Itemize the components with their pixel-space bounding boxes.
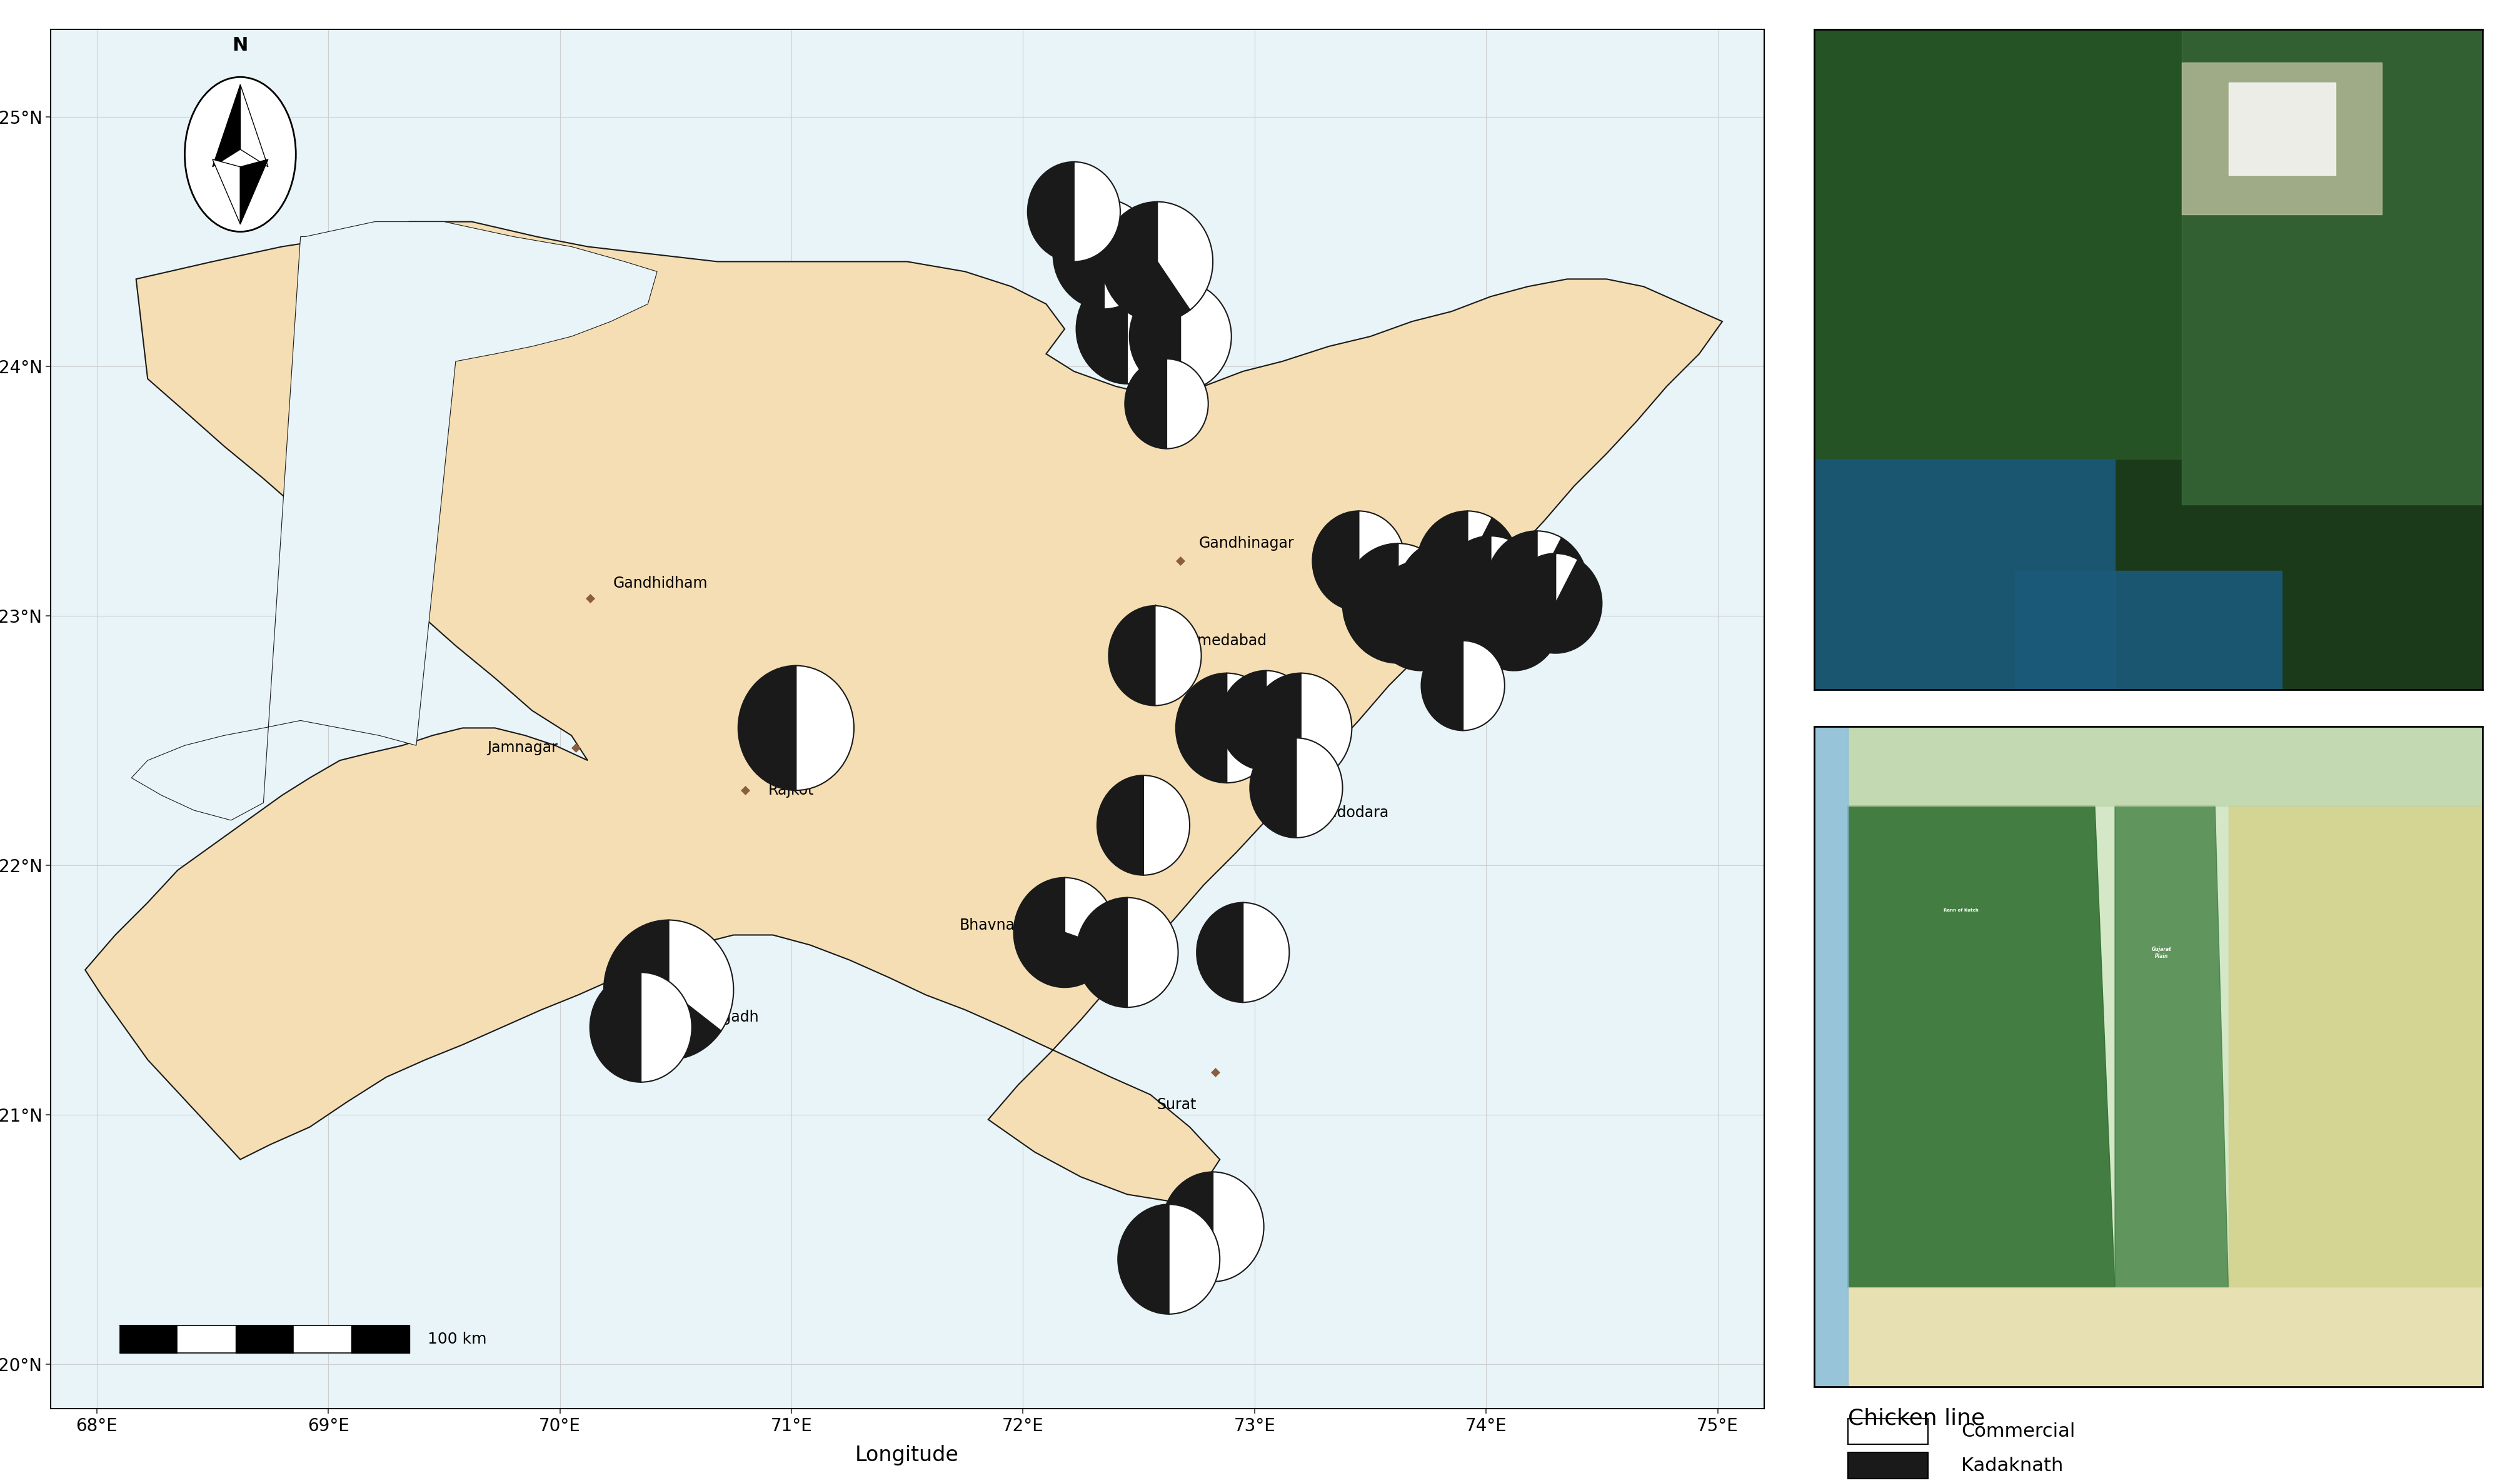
Text: 100 km: 100 km [428, 1332, 486, 1347]
Wedge shape [1197, 903, 1242, 1003]
Wedge shape [1169, 1204, 1220, 1314]
Wedge shape [1487, 531, 1588, 641]
Text: Bhavnagar: Bhavnagar [960, 918, 1038, 933]
Bar [1847, 1419, 1928, 1444]
Wedge shape [1464, 641, 1504, 731]
Text: N: N [232, 37, 247, 55]
Wedge shape [1227, 673, 1278, 783]
Wedge shape [1439, 535, 1542, 645]
Polygon shape [2114, 805, 2228, 1287]
Wedge shape [640, 973, 693, 1083]
Wedge shape [1104, 199, 1154, 308]
Wedge shape [1129, 282, 1179, 392]
Wedge shape [605, 919, 721, 1060]
Wedge shape [1515, 571, 1537, 621]
Wedge shape [1126, 274, 1179, 384]
Polygon shape [2228, 805, 2482, 1287]
Wedge shape [1537, 531, 1562, 586]
Text: Anand: Anand [1268, 743, 1315, 758]
Text: Gandhidham: Gandhidham [612, 575, 708, 590]
Text: Commercial: Commercial [1961, 1422, 2076, 1440]
Text: Chicken line: Chicken line [1847, 1407, 1986, 1428]
X-axis label: Longitude: Longitude [854, 1444, 960, 1465]
Text: Junagadh: Junagadh [690, 1010, 759, 1025]
Wedge shape [590, 973, 640, 1083]
Text: Vadodara: Vadodara [1320, 805, 1389, 820]
Wedge shape [796, 666, 854, 790]
Polygon shape [86, 221, 1721, 1201]
Wedge shape [1265, 670, 1313, 770]
Wedge shape [738, 666, 796, 790]
Wedge shape [1492, 535, 1515, 590]
Wedge shape [1250, 739, 1295, 838]
Wedge shape [1343, 543, 1454, 663]
Wedge shape [1028, 162, 1074, 261]
Ellipse shape [184, 77, 295, 231]
Polygon shape [1814, 727, 1847, 1387]
Wedge shape [1250, 673, 1300, 783]
Polygon shape [239, 159, 267, 224]
Wedge shape [1555, 553, 1578, 604]
Wedge shape [1109, 605, 1154, 706]
Wedge shape [1220, 670, 1265, 770]
Wedge shape [1212, 1172, 1265, 1281]
Text: Gandhinagar: Gandhinagar [1200, 535, 1295, 550]
Wedge shape [1444, 541, 1467, 590]
Wedge shape [1313, 512, 1358, 611]
Wedge shape [1101, 202, 1189, 322]
Text: Kadaknath: Kadaknath [1961, 1456, 2064, 1474]
Wedge shape [1167, 359, 1207, 449]
Wedge shape [1119, 1204, 1169, 1314]
Text: Surat: Surat [1157, 1097, 1197, 1112]
Wedge shape [1467, 571, 1560, 670]
Wedge shape [1013, 878, 1114, 988]
Polygon shape [212, 159, 239, 224]
Wedge shape [1076, 897, 1126, 1007]
Wedge shape [1126, 897, 1179, 1007]
Wedge shape [668, 919, 733, 1031]
Wedge shape [1076, 274, 1126, 384]
Polygon shape [131, 221, 658, 820]
Wedge shape [1295, 739, 1343, 838]
Polygon shape [1847, 1287, 2482, 1387]
Polygon shape [239, 85, 267, 166]
Wedge shape [1300, 673, 1351, 783]
Wedge shape [1467, 512, 1492, 567]
Wedge shape [1242, 903, 1290, 1003]
Wedge shape [1421, 641, 1464, 731]
Wedge shape [1421, 561, 1446, 615]
Wedge shape [1179, 282, 1232, 392]
Wedge shape [1157, 202, 1212, 310]
Text: Gujarat
Plain: Gujarat Plain [2152, 946, 2172, 960]
Wedge shape [1096, 776, 1144, 875]
Wedge shape [1063, 878, 1116, 949]
Wedge shape [1177, 673, 1227, 783]
Text: Jamnagar: Jamnagar [486, 740, 557, 755]
Wedge shape [1074, 162, 1121, 261]
Wedge shape [1416, 512, 1520, 621]
Text: Ahmedabad: Ahmedabad [1179, 633, 1268, 648]
Wedge shape [1124, 359, 1167, 449]
Wedge shape [1358, 512, 1406, 611]
Wedge shape [1154, 605, 1202, 706]
Wedge shape [1399, 543, 1424, 604]
Wedge shape [1144, 776, 1189, 875]
Polygon shape [1847, 805, 2114, 1287]
Text: Rann of Kutch: Rann of Kutch [1943, 908, 1978, 912]
Bar [1847, 1453, 1928, 1479]
Wedge shape [1509, 553, 1603, 653]
Polygon shape [212, 85, 239, 166]
Wedge shape [1162, 1172, 1212, 1281]
Wedge shape [1399, 541, 1492, 641]
Wedge shape [1053, 199, 1104, 308]
Text: Rajkot: Rajkot [769, 783, 814, 798]
Wedge shape [1371, 561, 1472, 670]
Polygon shape [1847, 727, 2482, 805]
